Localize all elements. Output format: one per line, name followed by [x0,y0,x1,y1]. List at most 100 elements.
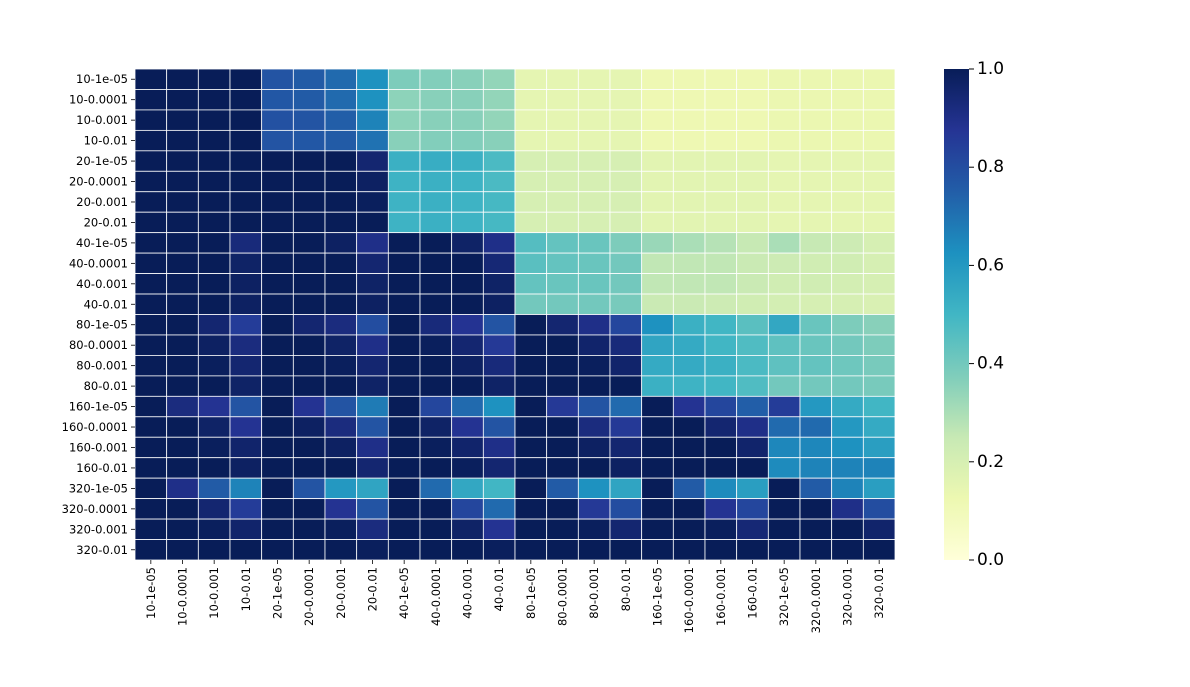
heatmap-cell-15-4 [261,375,294,397]
heatmap-cell-2-13 [546,109,579,131]
heatmap-cell-21-6 [324,498,358,520]
row-label-14: 80-0.001 [76,359,128,373]
heatmap-cell-18-21 [799,436,833,459]
heatmap-cell-8-20 [767,232,801,254]
row-label-22: 320-0.001 [69,522,128,536]
column-label-3: 10-0.01 [239,567,253,611]
heatmap-cell-4-1 [166,150,199,172]
heatmap-cell-19-16 [641,457,674,479]
heatmap-cell-19-0 [134,457,168,479]
heatmap-cell-0-8 [387,68,421,90]
heatmap-cell-22-18 [704,518,738,540]
heatmap-cell-10-17 [672,273,706,295]
heatmap-cell-13-18 [704,334,738,356]
heatmap-cell-0-19 [736,68,769,90]
heatmap-cell-12-1 [166,314,199,336]
heatmap-cell-23-11 [482,539,516,561]
heatmap-cell-22-14 [577,518,611,540]
heatmap-cell-13-21 [799,334,833,356]
heatmap-cell-17-12 [514,416,548,438]
heatmap-cell-7-10 [451,211,484,234]
heatmap-cell-15-2 [197,375,231,397]
heatmap-cell-5-19 [736,170,769,193]
heatmap-cell-22-11 [482,518,516,540]
heatmap-cell-8-14 [577,232,611,254]
heatmap-cell-13-9 [419,334,453,356]
heatmap-cell-11-23 [862,293,896,315]
heatmap-cell-4-8 [387,150,421,172]
heatmap-cell-13-22 [831,334,864,356]
heatmap-cell-0-5 [292,68,326,90]
heatmap-cell-23-13 [546,539,579,561]
heatmap-cell-7-18 [704,211,738,234]
heatmap-cell-7-0 [134,211,168,234]
heatmap-cell-14-11 [482,355,516,377]
heatmap-cell-10-23 [862,273,896,295]
heatmap-cell-21-11 [482,498,516,520]
heatmap-cell-10-6 [324,273,358,295]
heatmap-cell-9-13 [546,252,579,274]
heatmap-cell-3-13 [546,129,579,152]
heatmap-cell-5-12 [514,170,548,193]
heatmap-cell-12-18 [704,314,738,336]
heatmap-cell-1-22 [831,89,864,111]
heatmap-cell-0-21 [799,68,833,90]
heatmap-cell-3-21 [799,129,833,152]
heatmap-cell-17-3 [229,416,263,438]
heatmap-cell-7-23 [862,211,896,234]
heatmap-cell-12-0 [134,314,168,336]
heatmap-cell-1-23 [862,89,896,111]
heatmap-cell-20-1 [166,477,199,500]
heatmap-cell-5-7 [356,170,389,193]
heatmap-cell-16-22 [831,395,864,418]
heatmap-cell-3-19 [736,129,769,152]
row-label-19: 160-0.01 [76,461,128,475]
heatmap-cell-23-6 [324,539,358,561]
heatmap-cell-10-14 [577,273,611,295]
heatmap-cell-23-16 [641,539,674,561]
heatmap-cell-15-3 [229,375,263,397]
heatmap-cell-2-15 [609,109,643,131]
heatmap-cell-8-6 [324,232,358,254]
heatmap-cell-1-17 [672,89,706,111]
heatmap-cell-11-6 [324,293,358,315]
heatmap-cell-22-7 [356,518,389,540]
heatmap-cell-9-8 [387,252,421,274]
heatmap-cell-13-10 [451,334,484,356]
heatmap-cell-9-7 [356,252,389,274]
heatmap-cell-18-16 [641,436,674,459]
heatmap-cell-8-21 [799,232,833,254]
heatmap-cell-0-9 [419,68,453,90]
heatmap-cell-9-12 [514,252,548,274]
heatmap-cell-1-12 [514,89,548,111]
heatmap-cell-20-13 [546,477,579,500]
heatmap-cell-1-6 [324,89,358,111]
heatmap-cell-15-9 [419,375,453,397]
heatmap-cell-13-15 [609,334,643,356]
heatmap-cell-17-19 [736,416,769,438]
heatmap-cell-2-22 [831,109,864,131]
column-label-20: 320-1e-05 [777,567,791,626]
heatmap-cell-13-8 [387,334,421,356]
heatmap-cell-20-2 [197,477,231,500]
heatmap-cell-16-18 [704,395,738,418]
heatmap-cell-20-21 [799,477,833,500]
heatmap-cell-9-14 [577,252,611,274]
heatmap-cell-23-10 [451,539,484,561]
column-label-9: 40-0.0001 [429,567,443,626]
heatmap-cell-12-21 [799,314,833,336]
heatmap-cell-6-1 [166,191,199,213]
heatmap-cell-13-7 [356,334,389,356]
heatmap-cell-0-4 [261,68,294,90]
heatmap-cell-1-15 [609,89,643,111]
heatmap-cell-6-20 [767,191,801,213]
heatmap-cell-9-17 [672,252,706,274]
heatmap-cell-22-10 [451,518,484,540]
colorbar-label-5: 1.0 [977,59,1004,79]
heatmap-cell-1-9 [419,89,453,111]
heatmap-cell-19-18 [704,457,738,479]
heatmap-cell-11-9 [419,293,453,315]
heatmap-cell-20-23 [862,477,896,500]
heatmap-cell-13-4 [261,334,294,356]
heatmap-cell-17-4 [261,416,294,438]
